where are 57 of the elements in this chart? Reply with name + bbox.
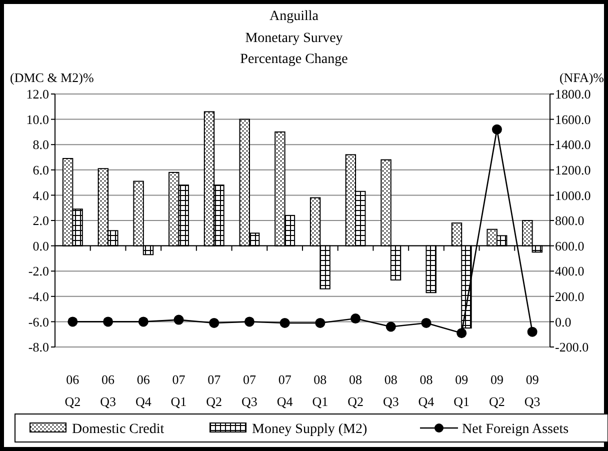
y2-tick-label: -200.0	[555, 340, 589, 355]
point	[244, 316, 254, 327]
y2-tick-label: 1400.0	[555, 137, 591, 152]
y2-tick-label: 400.0	[555, 264, 584, 279]
y2-tick-label: 800.0	[555, 213, 584, 228]
point	[68, 316, 78, 327]
x-tick-label: 07 Q4	[276, 372, 294, 409]
legend-label: Net Foreign Assets	[462, 422, 569, 437]
y-axis-title: (DMC & M2)%	[10, 70, 94, 85]
x-tick-label: 09 Q1	[454, 372, 470, 409]
y2-tick-label: 1600.0	[555, 112, 591, 127]
y-tick-label: -2.0	[28, 264, 49, 279]
point	[350, 314, 361, 324]
point	[456, 328, 467, 338]
y-tick-label: 0.0	[32, 238, 49, 254]
x-tick-label: 06 Q4	[135, 372, 152, 409]
legend-label: Money Supply (M2)	[252, 422, 368, 437]
x-tick-label: 06 Q3	[100, 372, 116, 409]
y2-tick-label: 1200.0	[555, 162, 591, 178]
x-tick-label: 08 Q2	[348, 372, 364, 409]
x-tick-label: 09 Q2	[489, 372, 505, 409]
x-tick-label: 07 Q1	[170, 372, 187, 409]
x-tick-label: 07 Q2	[206, 372, 222, 409]
chart-title: Anguilla	[270, 9, 320, 24]
x-tick-label: 08 Q4	[418, 372, 435, 409]
y2-tick-label: 600.0	[555, 238, 584, 254]
y-tick-label: 2.0	[32, 213, 49, 228]
point	[527, 326, 538, 337]
y-tick-label: 6.0	[32, 162, 49, 178]
point	[280, 318, 290, 328]
x-tick-label: 08 Q1	[312, 372, 328, 409]
y2-tick-label: 200.0	[555, 288, 584, 304]
y-tick-label: 8.0	[32, 137, 49, 152]
point	[421, 318, 432, 328]
chart-subtitle: Monetary Survey Percentage Change	[240, 31, 348, 67]
y2-tick-label: 1000.0	[555, 188, 591, 203]
y-tick-label: -4.0	[28, 288, 49, 304]
y-tick-label: -6.0	[28, 314, 49, 330]
point	[103, 316, 114, 327]
y2-tick-label: 1800.0	[555, 86, 591, 102]
point	[138, 316, 148, 327]
point	[386, 322, 396, 332]
x-tick-label: 06 Q2	[64, 372, 81, 409]
y-tick-label: 4.0	[32, 188, 49, 203]
x-tick-label: 07 Q3	[242, 372, 258, 409]
x-tick-label: 09 Q3	[524, 372, 540, 409]
x-tick-label: 08 Q3	[382, 372, 399, 409]
y2-tick-label: 0.0	[555, 314, 572, 330]
y-tick-label: 12.0	[26, 86, 49, 102]
y2-axis-title: (NFA)%	[559, 70, 604, 85]
y-tick-label: -8.0	[28, 340, 49, 355]
point	[209, 318, 220, 328]
y-tick-label: 10.0	[26, 112, 49, 127]
legend-label: Domestic Credit	[72, 422, 164, 437]
point	[315, 318, 326, 328]
point	[492, 124, 502, 134]
point	[174, 314, 184, 325]
